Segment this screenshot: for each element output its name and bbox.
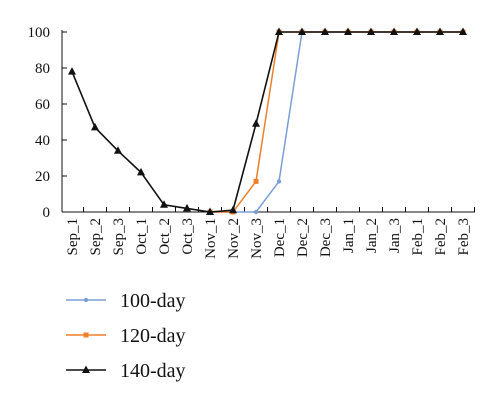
x-tick-label: Nov_3 [249,218,265,259]
marker [367,27,375,35]
marker [82,365,90,373]
x-tick-label: Dec_3 [318,218,334,257]
y-tick-label: 80 [35,61,50,77]
x-tick-label: Nov_2 [226,218,242,259]
x-tick-label: Oct_3 [180,218,196,255]
x-tick-label: Dec_2 [295,218,311,257]
marker [436,27,444,35]
marker [206,207,214,215]
marker [83,332,89,338]
legend-label: 100-day [120,290,186,312]
x-tick-label: Jan_2 [364,218,380,253]
x-tick-label: Sep_2 [88,218,104,256]
legend-label: 140-day [120,360,186,382]
marker [390,27,398,35]
marker [183,203,191,212]
y-tick-label: 100 [28,25,51,41]
x-tick-label: Dec_1 [272,218,288,257]
marker [91,122,99,131]
y-tick-label: 20 [35,169,50,185]
marker [253,178,259,184]
marker [298,27,306,35]
marker [413,27,421,35]
series-line [210,31,463,213]
y-tick-label: 0 [43,205,51,221]
marker [344,27,352,35]
marker [276,179,282,184]
y-tick-label: 60 [35,97,50,113]
marker [160,200,168,208]
x-tick-label: Sep_1 [65,218,81,256]
x-tick-label: Feb_3 [456,218,472,256]
series-line [71,31,463,213]
x-tick-label: Sep_3 [111,218,127,256]
x-tick-label: Feb_2 [433,218,449,256]
x-tick-label: Nov_1 [203,218,219,259]
marker [252,119,260,127]
marker [68,67,76,75]
marker [321,27,329,35]
marker [253,209,259,215]
y-tick-label: 40 [35,133,50,149]
x-tick-label: Jan_1 [341,218,357,253]
x-tick-label: Jan_3 [387,218,403,253]
x-tick-label: Feb_1 [410,218,426,256]
marker [229,205,237,214]
marker [275,27,283,35]
marker [83,297,89,303]
marker [114,146,122,154]
series-line [210,31,463,213]
legend-label: 120-day [120,325,186,347]
x-tick-label: Oct_2 [157,218,173,255]
x-tick-label: Oct_1 [134,218,150,255]
marker [459,27,467,35]
marker [137,167,145,176]
